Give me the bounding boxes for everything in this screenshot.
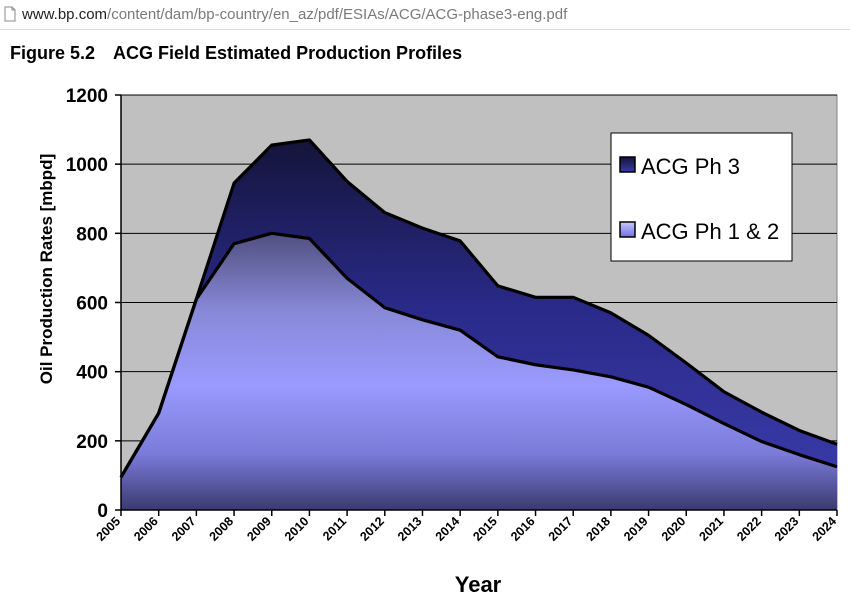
x-tick-label: 2020 <box>659 514 689 544</box>
figure-caption: Figure 5.2 ACG Field Estimated Production… <box>10 43 462 64</box>
line-acg-ph12-top <box>119 231 838 478</box>
legend: ACG Ph 3 ACG Ph 1 & 2 <box>610 132 793 262</box>
x-tick-label: 2021 <box>697 514 727 544</box>
x-tick-label: 2018 <box>583 514 613 544</box>
y-axis-label: Oil Production Rates [mbpd] <box>37 154 56 384</box>
x-tick-label: 2024 <box>810 514 840 544</box>
area-acg-ph3 <box>121 139 837 478</box>
legend-label-ph3: ACG Ph 3 <box>641 154 740 179</box>
document-icon <box>4 6 16 22</box>
y-tick-labels: 0 200 400 600 800 1000 1200 <box>66 86 108 522</box>
x-tick-label: 2023 <box>772 514 802 544</box>
legend-label-ph12: ACG Ph 1 & 2 <box>641 219 779 244</box>
x-axis-label: Year <box>455 572 502 597</box>
x-tick-labels: 2005 2006 2007 2008 2009 2010 2011 2012 2013 2014… <box>94 514 840 544</box>
x-tick-label: 2017 <box>546 514 576 544</box>
legend-box <box>610 132 793 262</box>
y-tick-label: 600 <box>76 294 108 315</box>
x-tick-label: 2015 <box>470 514 500 544</box>
x-tick-label: 2016 <box>508 514 538 544</box>
y-tick-label: 400 <box>76 363 108 384</box>
x-tick-label: 2022 <box>734 514 764 544</box>
area-acg-ph12 <box>121 233 837 511</box>
legend-swatch-ph3 <box>619 156 636 173</box>
axes <box>115 94 838 516</box>
line-acg-ph3-top <box>119 138 838 478</box>
figure-number: Figure 5.2 <box>10 43 96 63</box>
url-host: www.bp.com <box>22 6 108 23</box>
x-tick-label: 2007 <box>169 514 199 544</box>
x-tick-label: 2008 <box>207 514 237 544</box>
url-path: /content/dam/bp-country/en_az/pdf/ESIAs/… <box>107 6 568 23</box>
x-tick-label: 2019 <box>621 514 651 544</box>
figure-title: ACG Field Estimated Production Profiles <box>113 43 463 63</box>
x-tick-label: 2014 <box>433 514 463 544</box>
x-tick-label: 2013 <box>395 514 425 544</box>
address-bar[interactable]: www.bp.com/content/dam/bp-country/en_az/… <box>0 0 850 30</box>
x-tick-label: 2011 <box>320 514 349 543</box>
x-tick-label: 2010 <box>282 514 312 544</box>
y-tick-label: 800 <box>76 224 108 245</box>
y-tick-label: 1200 <box>66 86 108 107</box>
url-text[interactable]: www.bp.com/content/dam/bp-country/en_az/… <box>22 6 567 23</box>
legend-swatch-ph12 <box>619 221 636 238</box>
y-tick-label: 200 <box>76 432 108 453</box>
area-series <box>119 138 838 511</box>
y-tick-label: 1000 <box>66 155 108 176</box>
y-tick-label: 0 <box>97 501 108 522</box>
x-tick-label: 2006 <box>131 514 161 544</box>
x-tick-label: 2012 <box>357 514 387 544</box>
x-tick-label: 2009 <box>244 514 274 544</box>
